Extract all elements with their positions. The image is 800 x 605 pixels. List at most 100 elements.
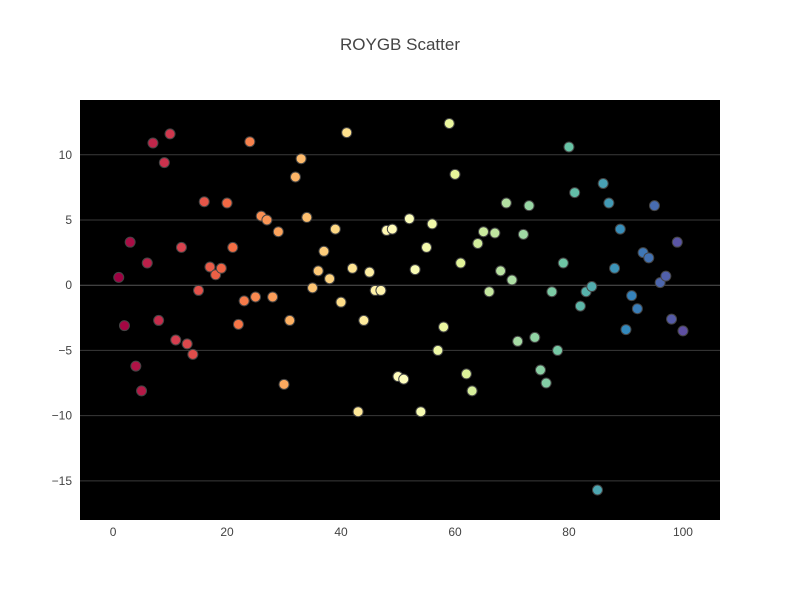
data-point (432, 344, 444, 356)
data-point (648, 200, 660, 212)
data-point (426, 218, 438, 230)
chart-title: ROYGB Scatter (340, 35, 460, 54)
data-point (631, 303, 643, 315)
data-point (506, 274, 518, 286)
data-point (529, 331, 541, 343)
data-point (312, 265, 324, 277)
data-point (443, 117, 455, 129)
data-point (455, 257, 467, 269)
data-point (164, 128, 176, 140)
data-point (301, 211, 313, 223)
data-point (472, 237, 484, 249)
data-point (136, 385, 148, 397)
y-tick-label: 0 (65, 278, 72, 292)
data-point (557, 257, 569, 269)
data-point (238, 295, 250, 307)
data-point (597, 177, 609, 189)
data-point (364, 266, 376, 278)
x-tick-label: 0 (110, 525, 117, 539)
data-point (113, 271, 125, 283)
data-point (574, 300, 586, 312)
data-point (193, 284, 205, 296)
data-point (346, 262, 358, 274)
data-point (666, 313, 678, 325)
data-point (250, 291, 262, 303)
data-point (449, 168, 461, 180)
x-tick-label: 100 (673, 525, 693, 539)
data-point (130, 360, 142, 372)
data-point (307, 282, 319, 294)
data-point (460, 368, 472, 380)
data-point (181, 338, 193, 350)
data-point (272, 226, 284, 238)
y-tick-label: −10 (52, 409, 73, 423)
data-point (324, 273, 336, 285)
data-point (483, 286, 495, 298)
data-point (614, 223, 626, 235)
data-point (620, 324, 632, 336)
data-point (352, 406, 364, 418)
data-point (158, 157, 170, 169)
data-point (409, 264, 421, 276)
data-point (489, 227, 501, 239)
x-axis-ticks: 0 20 40 60 80 100 (110, 525, 694, 539)
data-point (153, 314, 165, 326)
data-point (586, 281, 598, 293)
data-point (204, 261, 216, 273)
data-point (329, 223, 341, 235)
data-point (335, 296, 347, 308)
data-point (358, 314, 370, 326)
data-point (495, 265, 507, 277)
x-tick-label: 60 (448, 525, 462, 539)
data-point (421, 241, 433, 253)
data-point (198, 196, 210, 208)
data-point (609, 262, 621, 274)
data-point (403, 213, 415, 225)
data-point (141, 257, 153, 269)
data-point (591, 484, 603, 496)
y-tick-label: 5 (65, 213, 72, 227)
data-point (284, 314, 296, 326)
data-point (677, 325, 689, 337)
data-point (124, 236, 136, 248)
data-point (671, 236, 683, 248)
data-point (563, 141, 575, 153)
data-point (540, 377, 552, 389)
data-point (626, 290, 638, 302)
data-point (318, 245, 330, 257)
data-point (227, 241, 239, 253)
y-axis-ticks: −15 −10 −5 0 5 10 (52, 148, 73, 488)
data-point (187, 348, 199, 360)
data-point (415, 406, 427, 418)
data-point (512, 335, 524, 347)
data-point (244, 136, 256, 148)
x-tick-label: 80 (562, 525, 576, 539)
data-point (261, 214, 273, 226)
data-point (552, 344, 564, 356)
data-point (523, 200, 535, 212)
data-point (660, 270, 672, 282)
data-point (175, 241, 187, 253)
data-point (295, 153, 307, 165)
data-point (267, 291, 279, 303)
data-point (466, 385, 478, 397)
plot-area (80, 100, 720, 520)
data-point (534, 364, 546, 376)
data-point (500, 197, 512, 209)
data-point (603, 197, 615, 209)
x-tick-label: 20 (220, 525, 234, 539)
data-point (232, 318, 244, 330)
data-point (643, 252, 655, 264)
data-point (375, 284, 387, 296)
data-point (341, 127, 353, 139)
data-points (113, 117, 689, 496)
data-point (386, 223, 398, 235)
data-point (517, 228, 529, 240)
y-tick-label: −5 (58, 343, 72, 357)
data-point (147, 137, 159, 149)
data-point (289, 171, 301, 183)
x-tick-label: 40 (334, 525, 348, 539)
y-tick-label: −15 (52, 474, 73, 488)
